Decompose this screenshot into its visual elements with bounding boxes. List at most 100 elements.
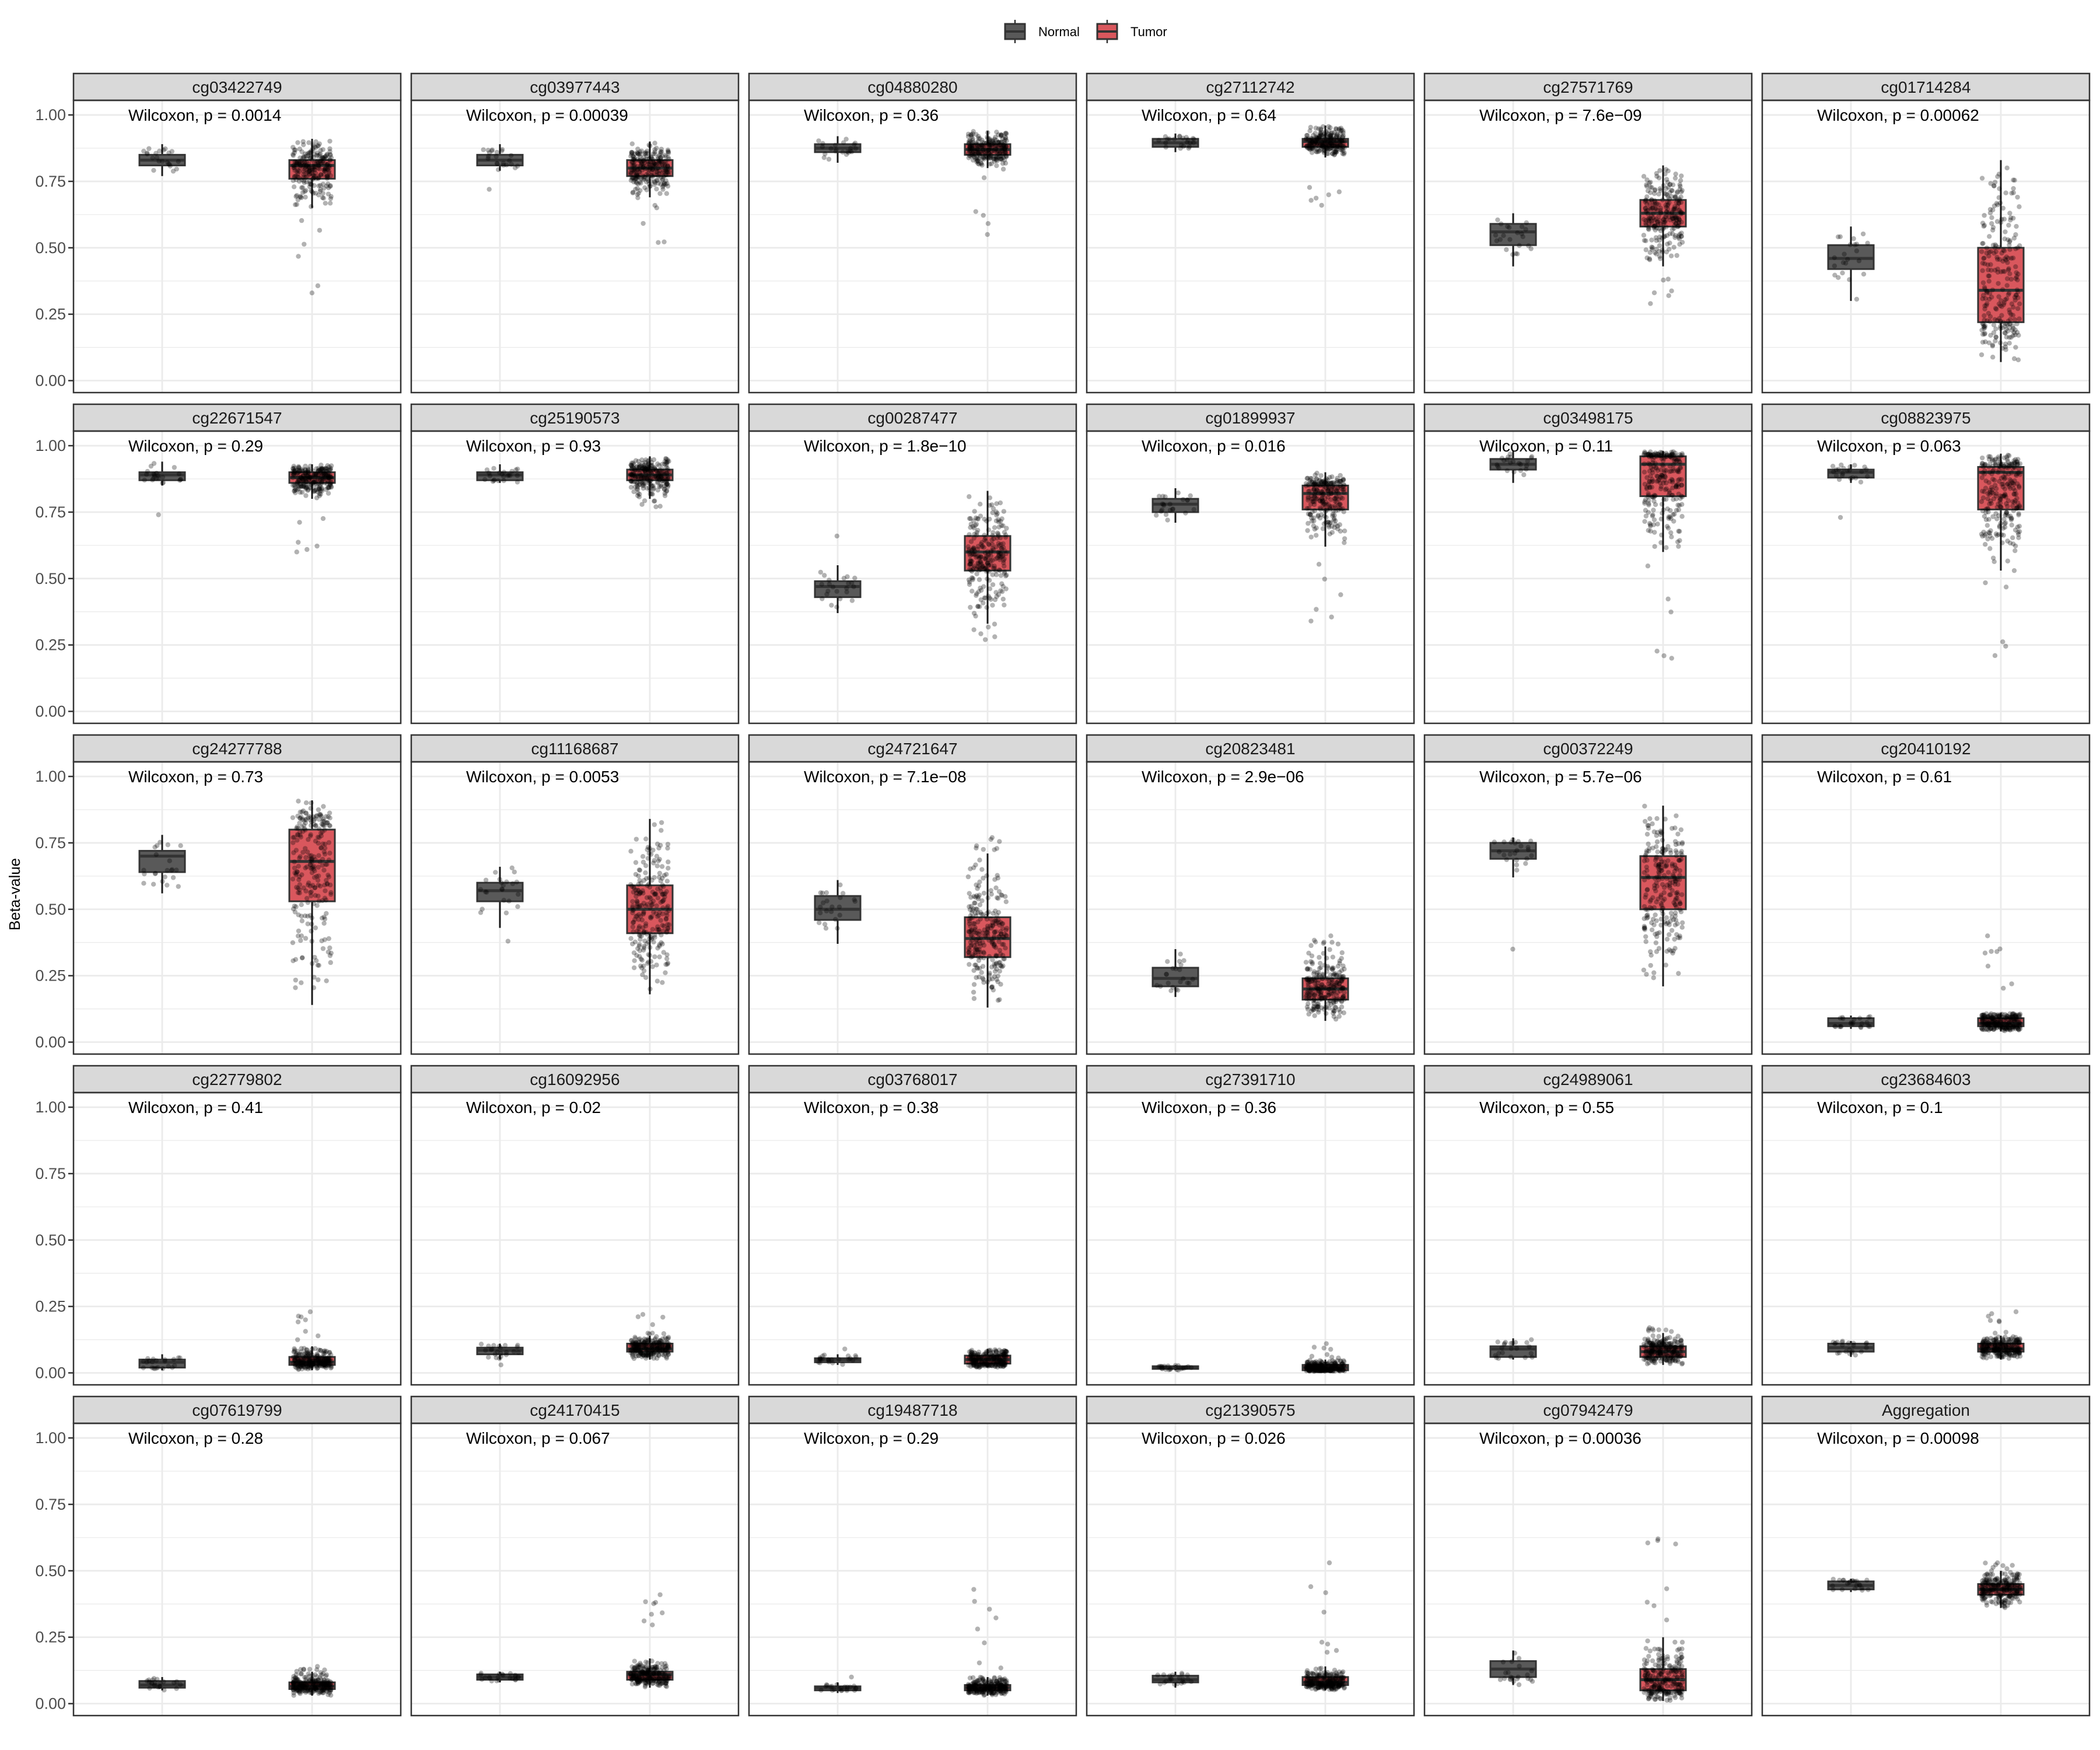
tumor-data-point: [307, 150, 313, 156]
normal-data-point: [494, 154, 499, 159]
wilcoxon-pvalue-label: Wilcoxon, p = 0.73: [128, 768, 263, 786]
tumor-data-point: [1990, 477, 1996, 482]
normal-data-point: [1515, 230, 1520, 236]
tumor-data-point: [312, 164, 317, 170]
tumor-data-point: [306, 164, 312, 170]
tumor-data-point: [984, 916, 990, 922]
normal-data-point: [1514, 848, 1520, 853]
tumor-data-point: [643, 179, 649, 184]
tumor-outlier-point: [1665, 596, 1671, 602]
tumor-data-point: [629, 160, 635, 165]
normal-data-point: [1526, 243, 1531, 249]
tumor-data-point: [1664, 524, 1670, 529]
tumor-data-point: [1333, 508, 1339, 513]
tumor-data-point: [974, 907, 980, 912]
panel-background: [1424, 762, 1752, 1054]
tumor-data-point: [988, 597, 993, 602]
normal-data-point: [1186, 144, 1192, 149]
tumor-data-point: [1986, 517, 1992, 522]
normal-data-point: [819, 582, 824, 587]
normal-data-point: [1840, 473, 1845, 478]
tumor-data-point: [637, 482, 642, 488]
tumor-data-point: [326, 164, 331, 169]
tumor-data-point: [1660, 458, 1666, 464]
tumor-data-point: [643, 876, 649, 881]
tumor-data-point: [303, 194, 308, 200]
tumor-data-point: [659, 864, 665, 869]
tumor-data-point: [318, 148, 323, 153]
tumor-data-point: [298, 194, 303, 199]
tumor-data-point: [299, 158, 304, 163]
tumor-data-point: [1656, 453, 1661, 459]
tumor-outlier-point: [1669, 288, 1674, 293]
tumor-data-point: [1987, 530, 1993, 536]
tumor-data-point: [640, 475, 646, 481]
tumor-data-point: [995, 998, 1001, 1003]
tumor-data-point: [312, 152, 317, 157]
tumor-data-point: [975, 604, 981, 610]
tumor-data-point: [638, 880, 643, 886]
tumor-data-point: [981, 600, 986, 606]
tumor-data-point: [323, 201, 328, 206]
tumor-data-point: [1004, 926, 1010, 931]
tumor-data-point: [1989, 536, 1995, 541]
tumor-data-point: [631, 179, 636, 185]
tumor-data-point: [1655, 522, 1660, 527]
tumor-data-point: [1997, 340, 2003, 345]
tumor-data-point: [296, 912, 301, 918]
tumor-data-point: [1307, 480, 1312, 485]
tumor-data-point: [654, 186, 659, 192]
tumor-data-point: [1676, 528, 1681, 534]
tumor-data-point: [982, 533, 987, 538]
normal-data-point: [1504, 468, 1510, 474]
tumor-data-point: [2002, 524, 2008, 530]
tumor-data-point: [1644, 972, 1649, 977]
tumor-data-point: [634, 953, 639, 958]
tumor-data-point: [307, 179, 313, 184]
tumor-data-point: [1982, 213, 1987, 218]
tumor-data-point: [303, 811, 309, 816]
tumor-data-point: [979, 544, 985, 550]
normal-data-point: [162, 874, 167, 880]
tumor-data-point: [322, 169, 327, 174]
tumor-data-point: [650, 163, 655, 168]
tumor-data-point: [1672, 176, 1678, 181]
normal-data-point: [160, 474, 166, 480]
tumor-outlier-point: [314, 543, 320, 549]
tumor-data-point: [1674, 200, 1679, 205]
tumor-data-point: [2001, 464, 2007, 469]
tumor-data-point: [665, 167, 670, 173]
tumor-data-point: [1314, 470, 1320, 476]
tumor-data-point: [1644, 475, 1650, 480]
tumor-data-point: [303, 188, 309, 193]
tumor-data-point: [1679, 920, 1685, 926]
tumor-data-point: [1666, 516, 1671, 521]
tumor-data-point: [316, 176, 321, 181]
tumor-data-point: [641, 968, 647, 974]
tumor-data-point: [991, 506, 996, 511]
tumor-data-point: [307, 181, 313, 187]
tumor-data-point: [637, 491, 642, 497]
normal-data-point: [1832, 255, 1837, 261]
tumor-data-point: [1654, 874, 1660, 880]
tumor-data-point: [648, 986, 653, 992]
normal-data-point: [1854, 296, 1860, 302]
tumor-data-point: [646, 164, 651, 170]
normal-data-point: [501, 898, 507, 903]
tumor-data-point: [986, 136, 992, 141]
tumor-outlier-point: [1651, 290, 1657, 296]
normal-data-point: [820, 900, 826, 905]
normal-data-point: [821, 155, 827, 160]
tumor-data-point: [1643, 238, 1648, 243]
tumor-data-point: [646, 881, 652, 887]
normal-data-point: [1185, 497, 1190, 503]
normal-data-point: [852, 575, 858, 581]
tumor-data-point: [1992, 250, 1997, 256]
tumor-data-point: [1647, 256, 1652, 261]
tumor-outlier-point: [320, 516, 326, 522]
normal-data-point: [160, 159, 165, 164]
tumor-data-point: [295, 197, 301, 202]
strip-title: cg03498175: [1543, 409, 1633, 427]
tumor-data-point: [665, 147, 671, 153]
legend-key-normal: [1004, 20, 1026, 43]
